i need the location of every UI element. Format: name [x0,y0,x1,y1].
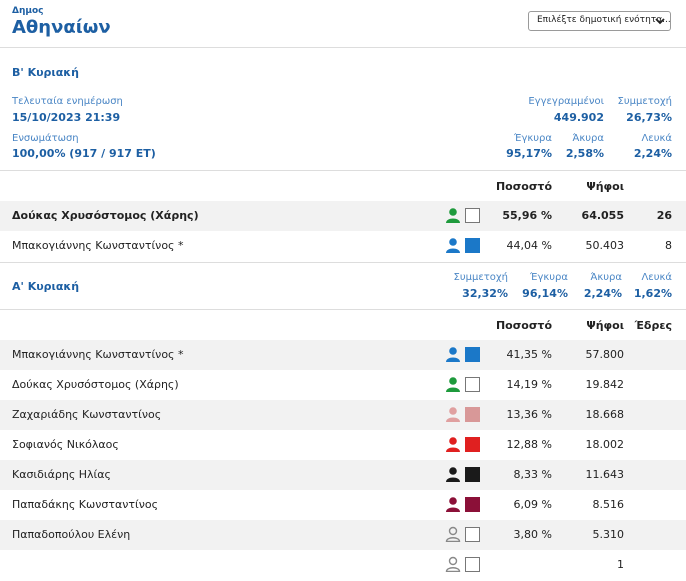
round2-col-percent: Ποσοστό [495,180,552,193]
person-icon [445,346,461,362]
round1-valid-label: Έγκυρα [530,272,568,283]
person-icon [445,526,461,543]
candidate-votes: 57.800 [585,348,625,361]
candidate-votes: 8.516 [592,498,625,511]
party-color-swatch [465,527,480,542]
candidate-votes: 50.403 [585,239,625,252]
candidate-name: Παπαδάκης Κωνσταντίνος [12,498,159,511]
candidate-percent: 8,33 % [513,468,552,481]
party-color-swatch [465,467,480,482]
round1-col-percent: Ποσοστό [495,319,552,332]
candidate-row[interactable]: Ζαχαριάδης Κωνσταντίνος 13,36 % 18.668 [0,400,686,430]
round1-valid-value: 96,14% [522,287,568,300]
round1-blank-value: 1,62% [633,287,672,300]
round1-invalid-label: Άκυρα [590,272,622,283]
round1-turnout-label: Συμμετοχή [453,272,509,283]
party-color-swatch [465,208,480,223]
divider [0,170,686,171]
unit-select-value: Επιλέξτε δημοτική ενότητα... [537,15,671,25]
party-color-swatch [465,238,480,253]
party-color-swatch [465,377,480,392]
candidate-name: Σοφιανός Νικόλαος [12,438,119,451]
candidate-row[interactable]: Παπαδάκης Κωνσταντίνος 6,09 % 8.516 [0,490,686,520]
valid-value: 95,17% [506,147,552,160]
divider [0,309,686,310]
round2-title: Β' Κυριακή [12,66,79,79]
person-icon [445,237,461,253]
person-icon [445,436,461,452]
candidate-votes: 18.668 [585,408,625,421]
integration-value: 100,00% (917 / 917 ΕΤ) [12,147,156,160]
candidate-name: Δούκας Χρυσόστομος (Χάρης) [12,209,199,222]
candidate-percent: 12,88 % [506,438,552,451]
candidate-votes: 18.002 [585,438,625,451]
round1-title: Α' Κυριακή [12,280,80,293]
round1-invalid-value: 2,24% [583,287,622,300]
round2-col-votes: Ψήφοι [586,180,624,193]
person-icon [445,466,461,482]
candidate-percent: 44,04 % [506,239,552,252]
candidate-votes: 1 [617,558,624,571]
candidate-percent: 13,36 % [506,408,552,421]
candidate-percent: 14,19 % [506,378,552,391]
municipality-name: Αθηναίων [12,17,111,38]
candidate-row[interactable]: Κασιδιάρης Ηλίας 8,33 % 11.643 [0,460,686,490]
header: Δημος Αθηναίων Επιλέξτε δημοτική ενότητα… [0,0,686,48]
person-icon [445,406,461,422]
round1-turnout-value: 32,32% [462,287,508,300]
invalid-value: 2,58% [565,147,604,160]
party-color-swatch [465,557,480,572]
candidate-percent: 41,35 % [506,348,552,361]
municipality-label: Δημος [12,6,44,16]
person-icon [445,207,461,223]
candidate-name: Ζαχαριάδης Κωνσταντίνος [12,408,162,421]
round1-blank-label: Λευκά [641,272,672,283]
unit-select-dropdown[interactable]: Επιλέξτε δημοτική ενότητα... [528,11,671,31]
registered-value: 449.902 [553,111,604,124]
candidate-seats: 26 [656,209,672,222]
person-icon [445,496,461,512]
candidate-row[interactable]: Δούκας Χρυσόστομος (Χάρης) 14,19 % 19.842 [0,370,686,400]
candidate-name: Κασιδιάρης Ηλίας [12,468,111,481]
divider [0,262,686,263]
candidate-votes: 19.842 [585,378,625,391]
candidate-name: Παπαδοπούλου Ελένη [12,528,131,541]
candidate-name: Μπακογιάννης Κωνσταντίνος * [12,348,184,361]
candidate-row[interactable]: Παπαδοπούλου Ελένη 3,80 % 5.310 [0,520,686,550]
candidate-percent: 55,96 % [502,209,552,222]
candidate-votes: 5.310 [592,528,625,541]
invalid-label: Άκυρα [572,133,604,144]
person-icon [445,376,461,392]
party-color-swatch [465,437,480,452]
candidate-row[interactable]: 1 [0,550,686,580]
candidate-row[interactable]: Μπακογιάννης Κωνσταντίνος * 44,04 % 50.403… [0,231,686,261]
candidate-seats: 8 [665,239,672,252]
candidate-row[interactable]: Σοφιανός Νικόλαος 12,88 % 18.002 [0,430,686,460]
candidate-percent: 6,09 % [513,498,552,511]
candidate-percent: 3,80 % [513,528,552,541]
last-update-value: 15/10/2023 21:39 [12,111,121,124]
candidate-name: Μπακογιάννης Κωνσταντίνος * [12,239,184,252]
last-update-label: Τελευταία ενημέρωση [12,96,123,107]
party-color-swatch [465,347,480,362]
party-color-swatch [465,407,480,422]
person-icon [445,556,461,573]
valid-label: Έγκυρα [514,133,552,144]
party-color-swatch [465,497,480,512]
candidate-votes: 64.055 [581,209,624,222]
integration-label: Ενσωμάτωση [12,133,79,144]
turnout-value: 26,73% [626,111,672,124]
round1-col-votes: Ψήφοι [586,319,624,332]
turnout-label: Συμμετοχή [617,96,673,107]
round1-col-seats: Έδρες [634,319,672,332]
candidate-row[interactable]: Δούκας Χρυσόστομος (Χάρης) 55,96 % 64.055 2… [0,201,686,231]
registered-label: Εγγεγραμμένοι [528,96,604,107]
blank-label: Λευκά [641,133,672,144]
candidate-row[interactable]: Μπακογιάννης Κωνσταντίνος * 41,35 % 57.800 [0,340,686,370]
chevron-down-icon [655,18,665,25]
blank-value: 2,24% [633,147,672,160]
candidate-votes: 11.643 [585,468,625,481]
candidate-name: Δούκας Χρυσόστομος (Χάρης) [12,378,179,391]
